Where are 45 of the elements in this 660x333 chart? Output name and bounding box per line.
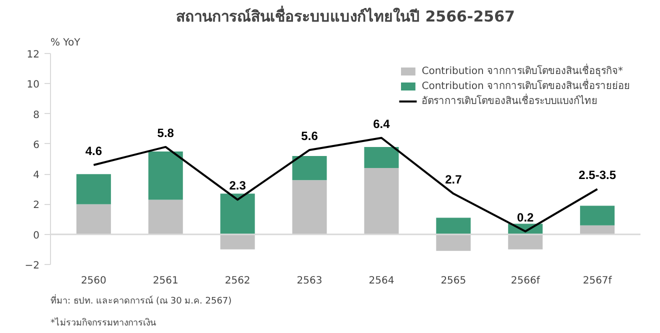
- data-label: 2.5-3.5: [578, 168, 616, 182]
- data-label: 0.2: [517, 210, 534, 224]
- text: *ไม่รวมกิจกรรมทางการเงิน: [50, 318, 156, 328]
- x-tick-label: 2562: [224, 276, 250, 286]
- x-tick-label: 2567f: [582, 276, 612, 286]
- bar: [364, 168, 399, 234]
- x-tick-label: 2564: [368, 276, 394, 286]
- bar: [76, 174, 111, 204]
- bar: [148, 151, 183, 200]
- bar: [436, 234, 471, 251]
- bar: [292, 156, 327, 180]
- chart-title: สถานการณ์สินเชื่อระบบแบงก์ไทยในปี 2566-2567: [176, 6, 515, 26]
- bar: [148, 200, 183, 234]
- legend-label: อัตราการเติบโตของสินเชื่อระบบแบงก์ไทย: [422, 93, 598, 108]
- bar: [580, 206, 615, 226]
- x-tick-label: 2563: [296, 276, 322, 286]
- bar: [220, 234, 255, 250]
- x-tick-label: 2561: [152, 276, 178, 286]
- legend-label: Contribution จากการเติบโตของสินเชื่อรายย่อย: [422, 78, 630, 93]
- data-label: 2.3: [229, 178, 246, 193]
- data-label: 5.8: [157, 126, 174, 140]
- data-label: 2.7: [445, 172, 462, 187]
- y-tick-label: 6: [33, 140, 40, 151]
- data-label: 4.6: [85, 144, 102, 158]
- y-tick-label: 2: [33, 200, 40, 212]
- y-tick-label: 4: [33, 170, 40, 182]
- y-tick-label: 10: [26, 80, 40, 91]
- text: ที่มา: ธปท. และคาดการณ์ (ณ 30 ม.ค. 2567): [50, 294, 232, 306]
- data-label: 5.6: [301, 128, 318, 143]
- y-tick-label: −2: [24, 260, 40, 272]
- y-tick-label: 0: [33, 230, 40, 242]
- y-tick-label: 12: [26, 50, 40, 60]
- bar: [292, 180, 327, 234]
- legend-label: Contribution จากการเติบโตของสินเชื่อธุรกิจ*: [422, 63, 623, 78]
- bar: [364, 146, 399, 168]
- bar: [220, 194, 255, 234]
- x-tick-label: 2565: [440, 276, 466, 286]
- x-tick-label: 2560: [80, 276, 106, 286]
- bar: [508, 234, 543, 250]
- y-tick-label: 8: [33, 110, 40, 121]
- y-axis-title: % YoY: [50, 38, 82, 48]
- bar: [436, 218, 471, 234]
- bar: [76, 204, 111, 234]
- x-tick-label: 2566f: [510, 276, 540, 286]
- data-label: 6.4: [373, 116, 390, 131]
